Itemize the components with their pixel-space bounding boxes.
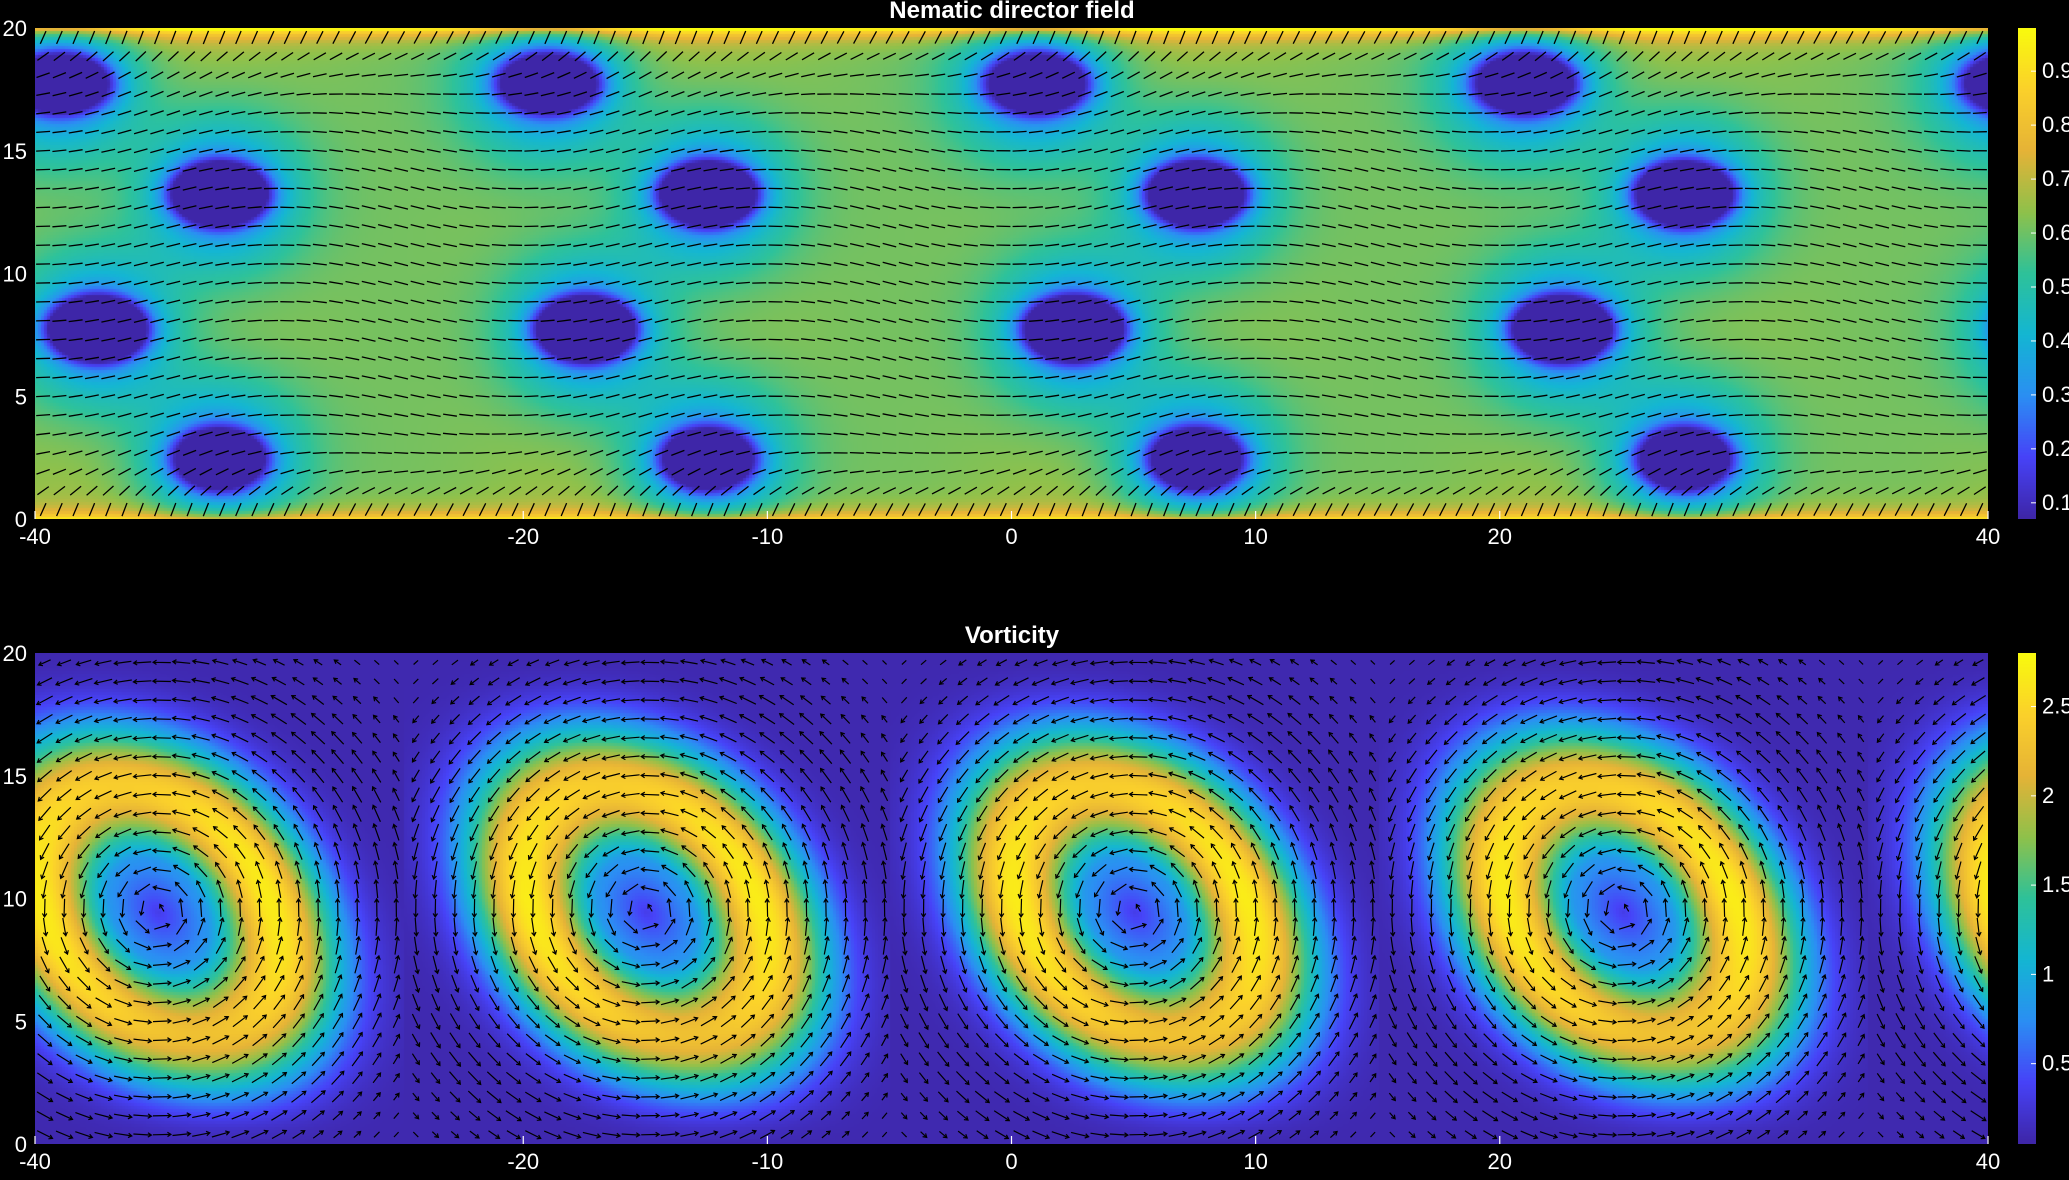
y-tick-label: 0 bbox=[15, 507, 27, 532]
vorticity-colorbar bbox=[2018, 653, 2036, 1144]
colorbar-tick-label: 0.5 bbox=[2042, 1051, 2069, 1076]
colorbar-tick-label: 2 bbox=[2042, 783, 2054, 808]
vorticity-y-ticks: 0 5 10 15 20 bbox=[3, 641, 27, 1157]
colorbar-tick-label: 0.6 bbox=[2042, 220, 2069, 245]
y-tick-label: 20 bbox=[3, 641, 27, 666]
colorbar-tick-label: 0.5 bbox=[2042, 274, 2069, 299]
nematic-heatmap bbox=[35, 28, 1988, 519]
x-tick-label: 40 bbox=[1976, 524, 2000, 549]
x-tick-label: 10 bbox=[1243, 1149, 1267, 1174]
colorbar-tick-label: 0.9 bbox=[2042, 58, 2069, 83]
nematic-colorbar bbox=[2018, 28, 2036, 519]
director-lines bbox=[36, 30, 1987, 517]
x-tick-label: 40 bbox=[1976, 1149, 2000, 1174]
x-tick-label: -10 bbox=[751, 524, 783, 549]
vorticity-x-ticks: -40 -20 -10 0 10 20 40 bbox=[19, 1136, 2000, 1174]
y-tick-label: 15 bbox=[3, 139, 27, 164]
x-tick-label: -40 bbox=[19, 524, 51, 549]
vorticity-panel: Vorticity -40 -20 -10 0 10 20 40 0 5 10 15 20 0.5 1… bbox=[3, 622, 2069, 1174]
nematic-colorbar-container bbox=[2018, 28, 2036, 519]
y-tick-label: 10 bbox=[3, 887, 27, 912]
colorbar-tick-label: 0.2 bbox=[2042, 436, 2069, 461]
colorbar-tick-label: 0.4 bbox=[2042, 328, 2069, 353]
vorticity-colorbar-ticks: 0.5 1 1.5 2 2.5 bbox=[2031, 694, 2069, 1076]
colorbar-tick-label: 0.1 bbox=[2042, 490, 2069, 515]
x-tick-label: 0 bbox=[1005, 1149, 1017, 1174]
x-tick-label: 20 bbox=[1488, 1149, 1512, 1174]
vorticity-title: Vorticity bbox=[965, 622, 1060, 649]
y-tick-label: 5 bbox=[15, 384, 27, 409]
velocity-arrow-path bbox=[35, 658, 1987, 1140]
nematic-title: Nematic director field bbox=[889, 0, 1134, 24]
y-tick-label: 20 bbox=[3, 16, 27, 41]
colorbar-tick-label: 0.3 bbox=[2042, 382, 2069, 407]
nematic-y-ticks: 0 5 10 15 20 bbox=[3, 16, 27, 532]
velocity-arrows bbox=[35, 658, 1987, 1140]
y-tick-label: 5 bbox=[15, 1009, 27, 1034]
nematic-heatmap-container bbox=[35, 28, 1988, 519]
x-tick-label: -10 bbox=[751, 1149, 783, 1174]
colorbar-tick-label: 1 bbox=[2042, 961, 2054, 986]
colorbar-tick-label: 0.7 bbox=[2042, 166, 2069, 191]
x-tick-label: 10 bbox=[1243, 524, 1267, 549]
colorbar-tick-label: 1.5 bbox=[2042, 872, 2069, 897]
y-tick-label: 15 bbox=[3, 764, 27, 789]
colorbar-tick-label: 0.8 bbox=[2042, 112, 2069, 137]
x-tick-label: 0 bbox=[1005, 524, 1017, 549]
vorticity-colorbar-container bbox=[2018, 653, 2036, 1144]
x-tick-label: -40 bbox=[19, 1149, 51, 1174]
x-tick-label: -20 bbox=[507, 1149, 539, 1174]
vorticity-heatmap-container bbox=[35, 653, 1988, 1144]
y-tick-label: 0 bbox=[15, 1132, 27, 1157]
y-tick-label: 10 bbox=[3, 262, 27, 287]
nematic-panel: Nematic director field -40 -20 -10 0 10 20 40 … bbox=[3, 0, 2069, 549]
director-line-path bbox=[36, 30, 1987, 517]
colorbar-tick-label: 2.5 bbox=[2042, 694, 2069, 719]
vorticity-heatmap bbox=[35, 653, 1988, 1144]
nematic-x-ticks: -40 -20 -10 0 10 20 40 bbox=[19, 511, 2000, 549]
nematic-colorbar-ticks: 0.1 0.2 0.3 0.4 0.5 0.6 0.7 0.8 0.9 bbox=[2031, 58, 2069, 515]
x-tick-label: 20 bbox=[1488, 524, 1512, 549]
x-tick-label: -20 bbox=[507, 524, 539, 549]
